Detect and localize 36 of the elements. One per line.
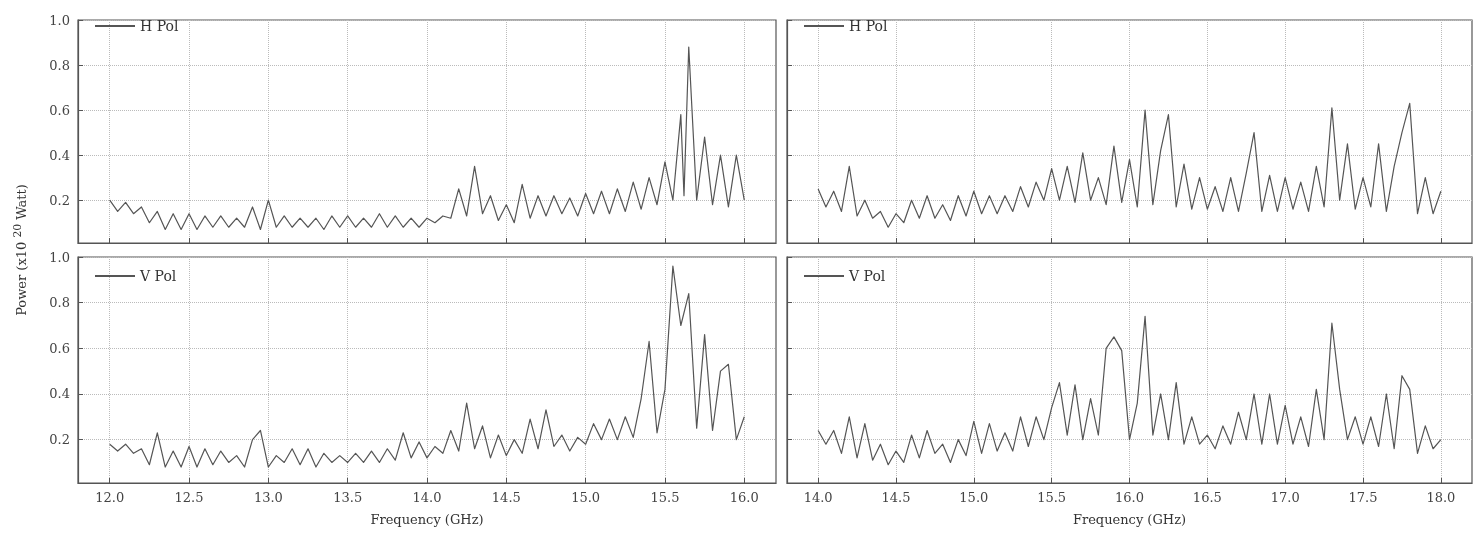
x-tick-label: 18.0 [1426, 490, 1456, 505]
x-tick-label: 16.0 [729, 490, 759, 505]
y-tick-label: 0.6 [49, 102, 70, 118]
x-tick-label: 17.5 [1348, 490, 1378, 505]
x-tick-label: 12.0 [95, 490, 125, 505]
y-tick-label: 0.8 [49, 57, 70, 73]
x-tick-label: 14.0 [803, 490, 833, 505]
y-tick-label: 0.6 [49, 340, 70, 356]
y-tick-label: 1.0 [49, 249, 70, 265]
legend-label: H Pol [849, 18, 888, 34]
y-tick-label: 0.4 [49, 147, 70, 163]
x-tick-label: 14.5 [881, 490, 911, 505]
line-series [109, 46, 745, 231]
y-tick-label: 0.2 [49, 192, 70, 208]
y-tick-label: 0.2 [49, 432, 70, 448]
x-tick-label: 15.5 [650, 490, 680, 505]
x-tick-label: 15.5 [1037, 490, 1067, 505]
x-tick-label: 15.0 [571, 490, 601, 505]
y-tick-label: 0.4 [49, 386, 70, 402]
legend-label: H Pol [140, 18, 179, 34]
x-axis-title: Frequency (GHz) [370, 512, 484, 527]
x-tick-label: 16.0 [1115, 490, 1144, 505]
x-tick-label: 15.0 [959, 490, 989, 505]
x-tick-label: 12.5 [174, 490, 204, 505]
x-tick-label: 17.0 [1270, 490, 1300, 505]
y-tick-label: 0.8 [49, 295, 70, 311]
line-series [109, 265, 745, 468]
x-axis-title: Frequency (GHz) [1072, 512, 1187, 527]
y-tick-label: 1.0 [49, 12, 70, 28]
x-tick-label: 14.0 [412, 490, 442, 505]
x-tick-label: 13.5 [333, 490, 363, 505]
legend-label: V Pol [139, 268, 177, 284]
legend-label: V Pol [848, 268, 886, 284]
x-tick-label: 13.0 [253, 490, 283, 505]
x-tick-label: 14.5 [491, 490, 521, 505]
x-tick-label: 16.5 [1192, 490, 1222, 505]
